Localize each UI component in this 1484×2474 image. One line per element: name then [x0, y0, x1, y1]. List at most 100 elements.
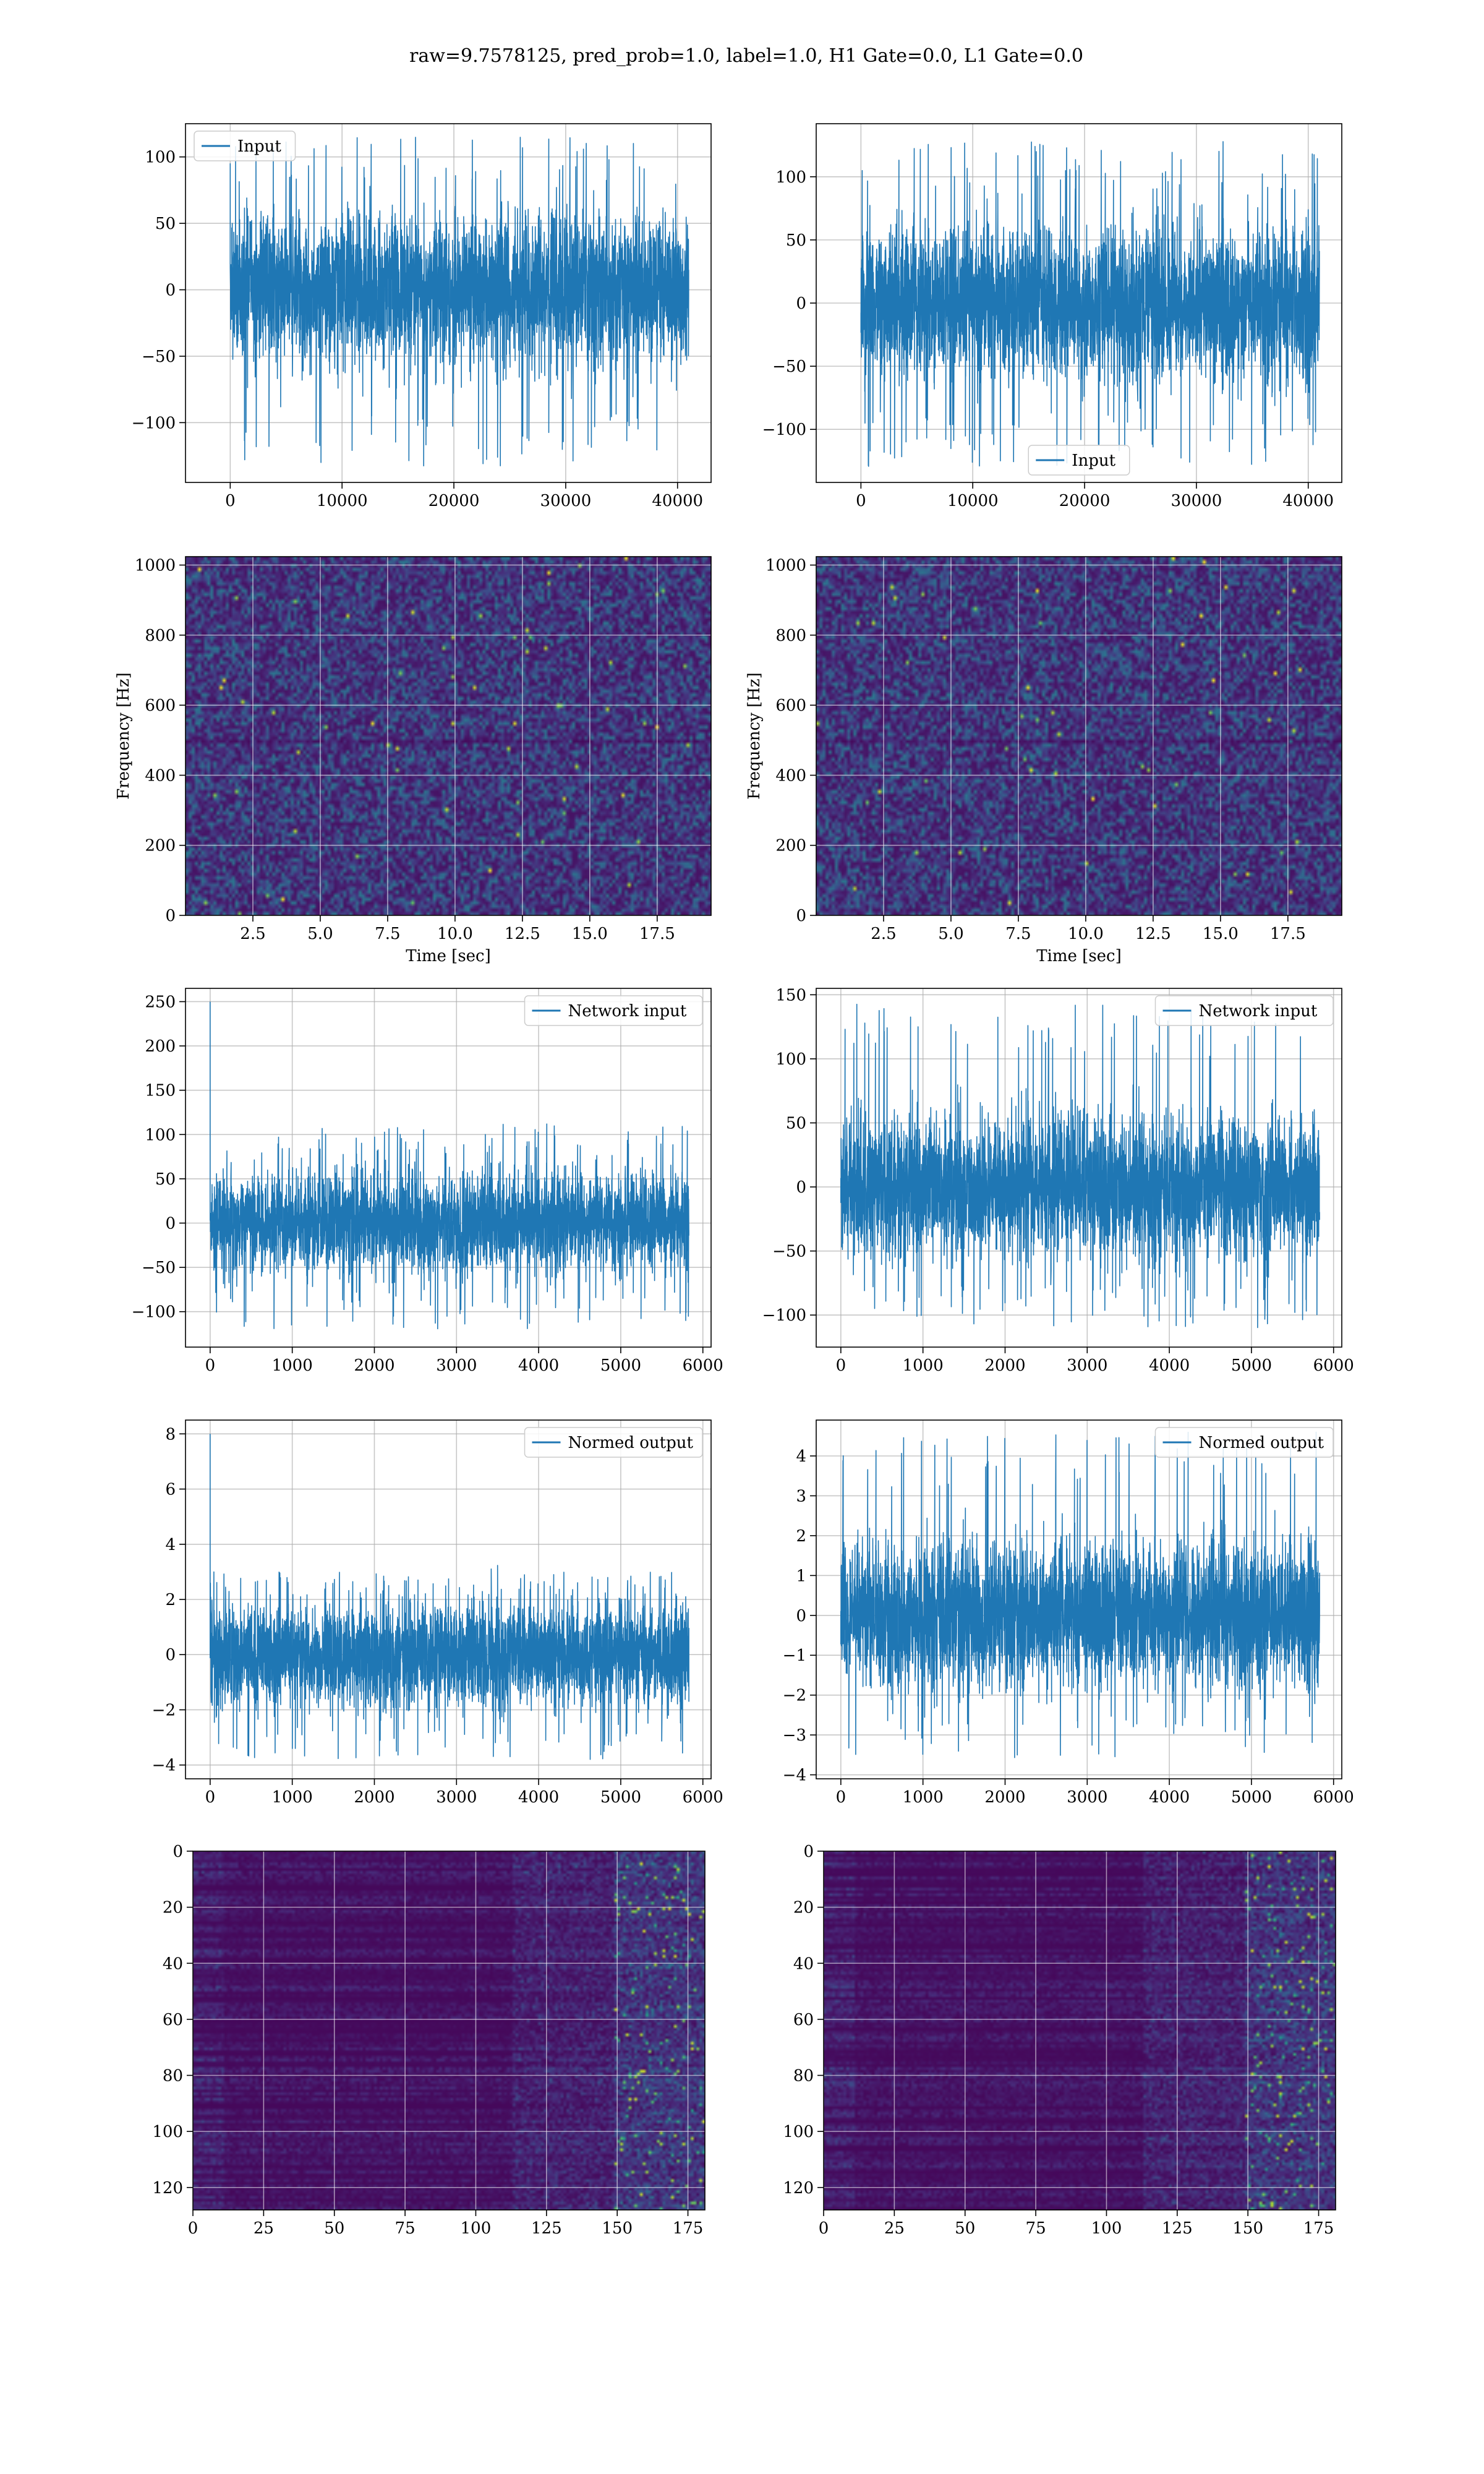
- x-tick-label: 150: [602, 2219, 633, 2238]
- series-line: [860, 141, 1320, 467]
- y-tick-label: 60: [793, 2011, 814, 2029]
- y-tick-label: 100: [152, 2123, 183, 2141]
- y-tick-label: −4: [783, 1766, 806, 1785]
- y-tick-label: 200: [775, 837, 806, 855]
- panel-norm-h1: 0 1000 2000 3000 4000 5000 6000 −4 −2 0 2 4 6 8 Normed…: [152, 1419, 723, 1807]
- y-tick-label: 120: [152, 2179, 183, 2198]
- y-tick-label: 100: [783, 2123, 814, 2141]
- y-tick-label: 0: [796, 294, 806, 313]
- y-tick-label: 100: [145, 148, 176, 167]
- x-tick-label: 0: [836, 1356, 846, 1375]
- y-tick-label: 800: [775, 627, 806, 645]
- y-tick-label: −50: [142, 348, 176, 366]
- x-tick-label: 0: [856, 492, 866, 510]
- y-tick-label: 600: [145, 696, 176, 715]
- x-tick-label: 50: [955, 2219, 975, 2238]
- panel-net-l1: 0 1000 2000 3000 4000 5000 6000 −100 −50 0 50 100 15…: [762, 986, 1354, 1375]
- legend: Input: [194, 131, 296, 161]
- x-tick-label: 2000: [354, 1788, 394, 1807]
- x-tick-label: 2.5: [871, 925, 896, 943]
- y-tick-label: 1: [796, 1567, 806, 1585]
- y-tick-label: 8: [165, 1425, 176, 1444]
- plot-area: [186, 988, 711, 1347]
- y-tick-label: −100: [762, 1306, 806, 1325]
- x-tick-label: 40000: [1282, 492, 1334, 510]
- x-tick-label: 2000: [984, 1356, 1025, 1375]
- x-tick-label: 12.5: [505, 925, 540, 943]
- y-tick-label: 50: [155, 215, 176, 233]
- x-tick-label: 7.5: [375, 925, 400, 943]
- legend: Normed output: [524, 1427, 703, 1458]
- y-tick-label: 400: [145, 766, 176, 785]
- x-tick-label: 1000: [272, 1356, 313, 1375]
- y-tick-label: −50: [772, 357, 806, 376]
- panel-net-h1: 0 1000 2000 3000 4000 5000 6000 −100 −50 0 50 100 15…: [132, 988, 723, 1375]
- y-tick-label: −50: [772, 1243, 806, 1261]
- figure-title: raw=9.7578125, pred_prob=1.0, label=1.0,…: [409, 45, 1083, 67]
- x-tick-label: 30000: [1171, 492, 1222, 510]
- y-tick-label: 150: [145, 1082, 176, 1100]
- plot-frame: [185, 988, 712, 1348]
- y-tick-label: 0: [796, 1178, 806, 1197]
- y-tick-label: 0: [165, 281, 176, 300]
- y-tick-label: 400: [775, 766, 806, 785]
- panels: 0 10000 20000 30000 40000−100−50050100Input0…: [114, 123, 1354, 2238]
- panel-feat-l1: 0 25 50 75 100 125 150 175 0 20 40 60 80 100 120: [783, 1843, 1336, 2238]
- y-tick-label: 0: [796, 907, 806, 925]
- x-tick-label: 20000: [1059, 492, 1111, 510]
- x-tick-label: 17.5: [1270, 925, 1306, 943]
- x-tick-label: 150: [1232, 2219, 1263, 2238]
- y-tick-label: 0: [165, 1646, 176, 1664]
- x-tick-label: 25: [884, 2219, 905, 2238]
- legend-box: [1028, 445, 1130, 476]
- y-tick-label: −50: [142, 1259, 176, 1277]
- x-tick-label: 100: [461, 2219, 492, 2238]
- legend: Network input: [524, 995, 703, 1026]
- y-tick-label: 200: [145, 1037, 176, 1056]
- legend-label: Input: [237, 137, 281, 156]
- y-tick-label: 40: [163, 1954, 183, 1973]
- plot-frame: [185, 556, 712, 916]
- y-tick-label: 800: [145, 627, 176, 645]
- y-tick-label: 100: [775, 168, 806, 187]
- legend: Input: [1028, 445, 1130, 476]
- y-tick-label: 150: [775, 986, 806, 1004]
- x-tick-label: 3000: [1067, 1788, 1107, 1807]
- x-tick-label: 0: [819, 2219, 829, 2238]
- x-tick-label: 20000: [429, 492, 480, 510]
- series-line: [840, 1003, 1320, 1329]
- heatmap-image: [824, 1851, 1336, 2210]
- y-tick-label: −2: [152, 1701, 176, 1719]
- x-tick-label: 0: [188, 2219, 198, 2238]
- y-axis-label: Frequency [Hz]: [114, 672, 133, 800]
- panel-spec-l1: 2.5 5.0 7.5 10.0 12.5 15.0 17.5 0 200 400 600 800 10…: [745, 556, 1342, 965]
- y-tick-label: 0: [165, 907, 176, 925]
- x-tick-label: 125: [1162, 2219, 1193, 2238]
- y-tick-label: 0: [796, 1607, 806, 1625]
- legend-box: [1154, 995, 1334, 1026]
- x-tick-label: 10000: [317, 492, 368, 510]
- legend-label: Normed output: [568, 1434, 694, 1452]
- y-tick-label: 0: [165, 1215, 176, 1233]
- legend-box: [524, 995, 703, 1026]
- y-tick-label: −4: [152, 1757, 176, 1775]
- legend: Network input: [1154, 995, 1334, 1026]
- x-tick-label: 175: [673, 2219, 704, 2238]
- y-tick-label: −100: [132, 414, 176, 432]
- x-tick-label: 0: [205, 1356, 216, 1375]
- y-tick-label: 200: [145, 837, 176, 855]
- x-tick-label: 25: [254, 2219, 274, 2238]
- panel-norm-l1: 0 1000 2000 3000 4000 5000 6000 −4 −3 −2 −1 0 1 2 3 4 No…: [783, 1419, 1354, 1807]
- y-tick-label: −100: [132, 1303, 176, 1322]
- x-tick-label: 7.5: [1005, 925, 1031, 943]
- y-tick-label: 2: [796, 1527, 806, 1546]
- y-tick-label: 0: [803, 1843, 814, 1861]
- x-tick-label: 0: [836, 1788, 846, 1807]
- y-tick-label: 3: [796, 1487, 806, 1505]
- x-tick-label: 0: [205, 1788, 216, 1807]
- legend-label: Input: [1072, 452, 1115, 470]
- series-line: [210, 1001, 689, 1330]
- panel-input-l1: 0 10000 20000 30000 40000 −100 −50 0 50 100 Input: [762, 123, 1342, 510]
- y-tick-label: −1: [783, 1646, 806, 1665]
